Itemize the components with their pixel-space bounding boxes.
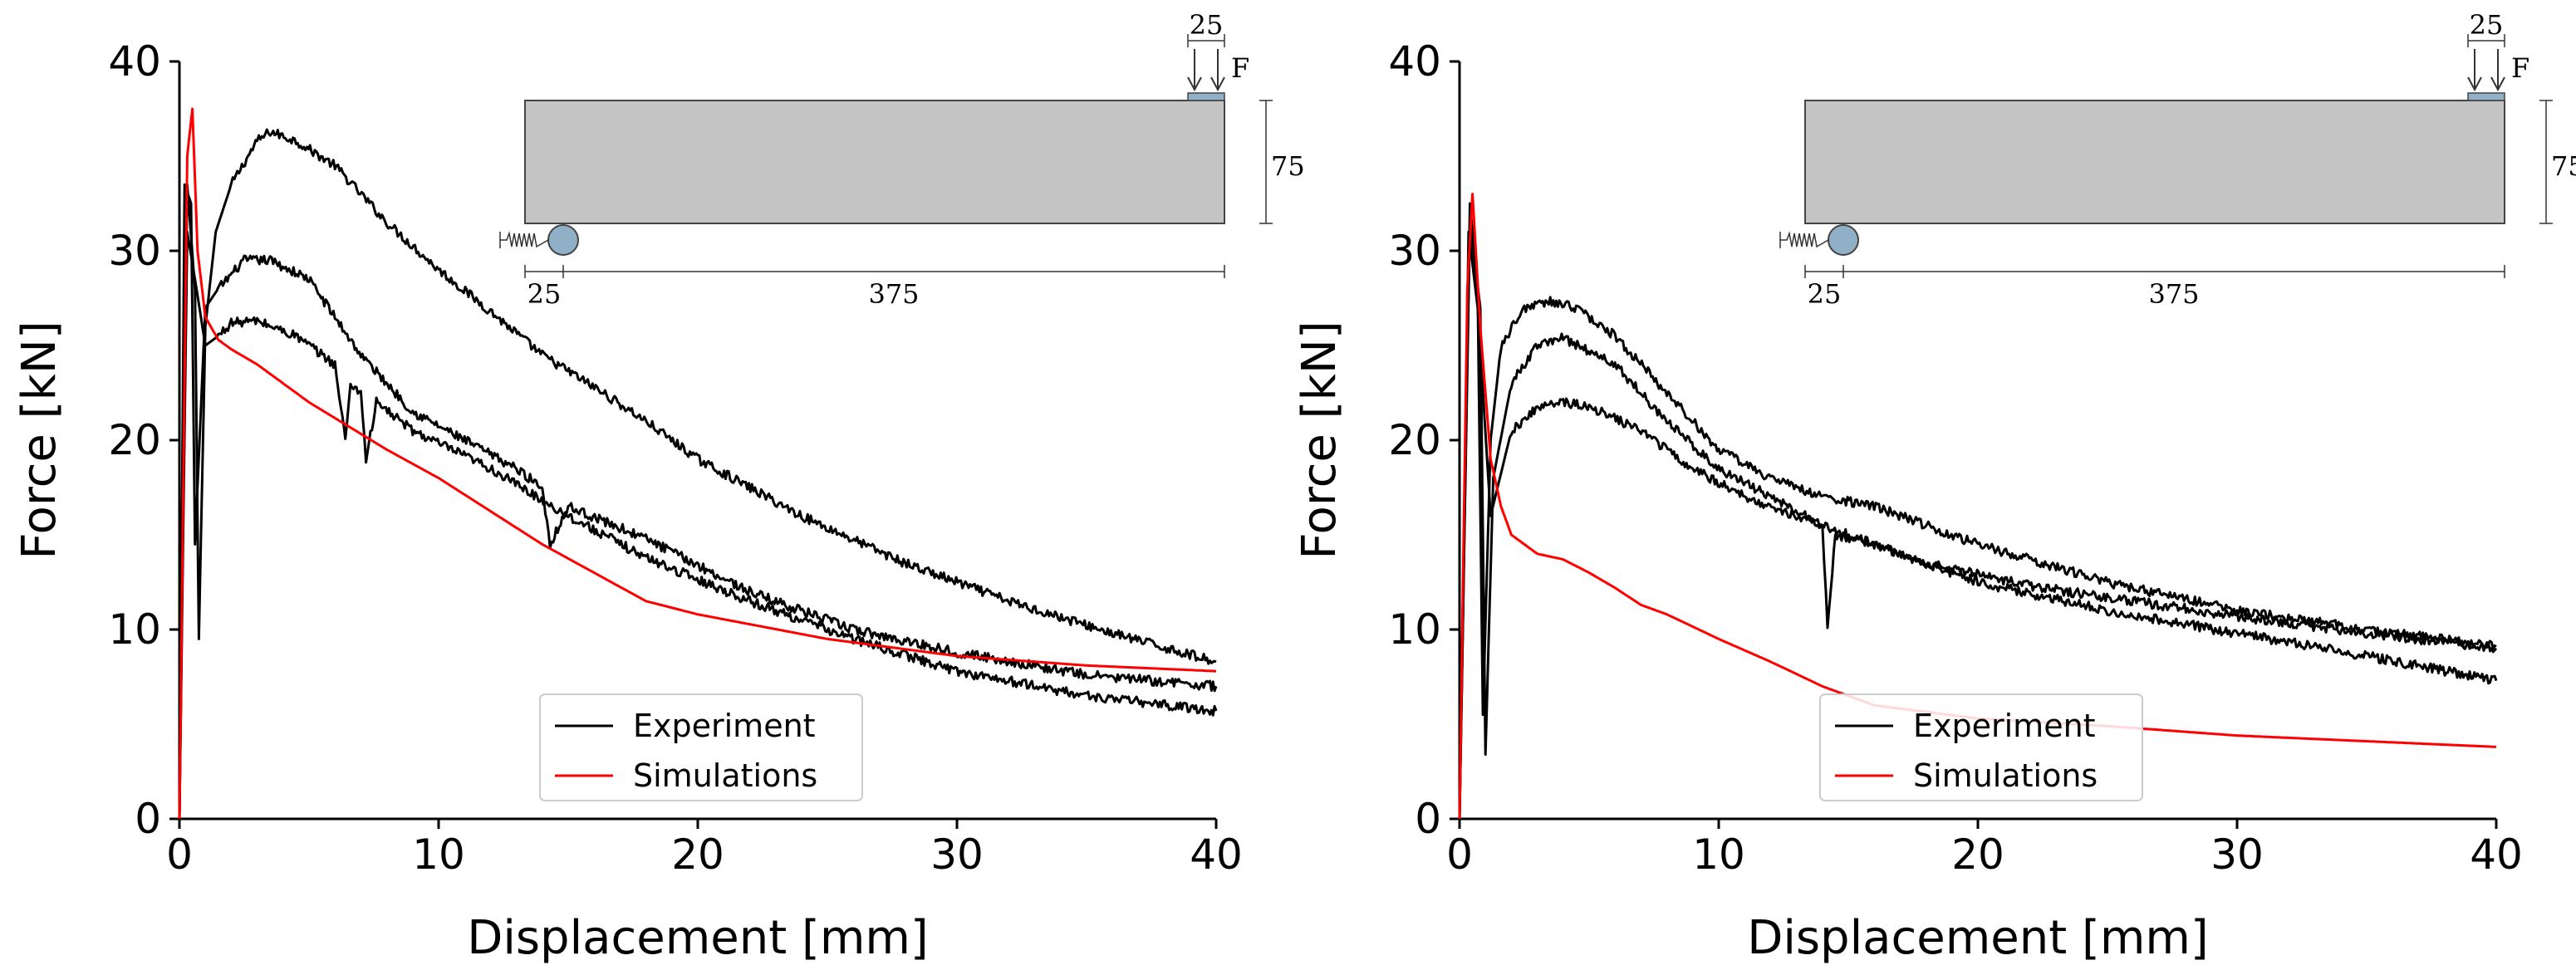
y-tick-label: 40 — [108, 37, 161, 86]
series-line-simulations-3 — [178, 107, 1217, 820]
y-tick-label: 10 — [108, 605, 161, 654]
x-tick-label: 10 — [412, 830, 465, 879]
load-arrow-head — [2490, 76, 2505, 92]
load-arrow-head — [2467, 76, 2482, 92]
y-tick-label: 20 — [1388, 416, 1441, 464]
support-roller — [1828, 224, 1859, 256]
x-tick-label: 40 — [1190, 830, 1243, 879]
support-roller — [547, 224, 579, 256]
series-line-experiment-1 — [1458, 221, 2498, 820]
series-line-experiment-1 — [178, 183, 1218, 820]
y-tick-label: 0 — [135, 795, 161, 843]
dim-label-height: 75 — [2551, 150, 2576, 182]
series-line-experiment-0 — [1458, 202, 2497, 820]
support-spring — [1779, 231, 1829, 248]
load-arrow-head — [1187, 76, 1202, 92]
x-tick-label: 20 — [1951, 830, 2004, 879]
beam-body — [524, 100, 1225, 224]
series-line-experiment-2 — [178, 230, 1218, 820]
dim-label-load-width: 25 — [2470, 9, 2504, 41]
x-tick-label: 0 — [1446, 830, 1473, 879]
legend: Experiment Simulations — [539, 693, 863, 801]
load-plate — [2467, 92, 2505, 101]
load-arrow-head — [1210, 76, 1225, 92]
support-spring — [499, 231, 549, 248]
y-axis-label: Force [kN] — [1293, 321, 1347, 559]
legend-label: Experiment — [1913, 708, 2096, 744]
chart-panel-left: 0 10 20 30 40 0 10 20 30 40 Displacement [mm] Force… — [12, 9, 1305, 965]
x-tick-label: 0 — [166, 830, 193, 879]
dim-label-span: 375 — [868, 278, 919, 310]
legend-label: Simulations — [633, 757, 817, 794]
dim-label-span: 375 — [2148, 278, 2199, 310]
dim-label-support: 25 — [527, 278, 562, 310]
load-label: F — [1231, 52, 1249, 84]
dim-label-load-width: 25 — [1190, 9, 1224, 41]
series-line-experiment-2 — [1458, 230, 2498, 820]
x-tick-label: 20 — [671, 830, 724, 879]
legend-box — [539, 693, 863, 801]
y-tick-label: 0 — [1415, 795, 1441, 843]
dim-label-support: 25 — [1808, 278, 1842, 310]
y-tick-label: 30 — [1388, 227, 1441, 275]
x-tick-label: 30 — [930, 830, 984, 879]
chart-panel-right: 0 10 20 30 40 0 10 20 30 40 Displacement [mm] Force… — [1293, 9, 2576, 965]
load-plate — [1187, 92, 1225, 101]
legend-label: Simulations — [1913, 757, 2098, 794]
dim-label-height: 75 — [1271, 150, 1305, 182]
series-line-experiment-0 — [178, 128, 1217, 820]
beam-body — [1804, 100, 2505, 224]
y-tick-label: 30 — [108, 227, 161, 275]
x-axis-label: Displacement [mm] — [467, 911, 929, 965]
x-tick-label: 30 — [2210, 830, 2264, 879]
x-tick-label: 10 — [1692, 830, 1745, 879]
legend-label: Experiment — [633, 708, 816, 744]
y-tick-label: 40 — [1388, 37, 1441, 86]
legend: Experiment Simulations — [1819, 693, 2143, 801]
y-axis-label: Force [kN] — [12, 321, 66, 559]
x-axis-label: Displacement [mm] — [1747, 911, 2209, 965]
x-tick-label: 40 — [2470, 830, 2523, 879]
legend-box — [1819, 693, 2143, 801]
load-label: F — [2511, 52, 2529, 84]
y-tick-label: 20 — [108, 416, 161, 464]
y-tick-label: 10 — [1388, 605, 1441, 654]
